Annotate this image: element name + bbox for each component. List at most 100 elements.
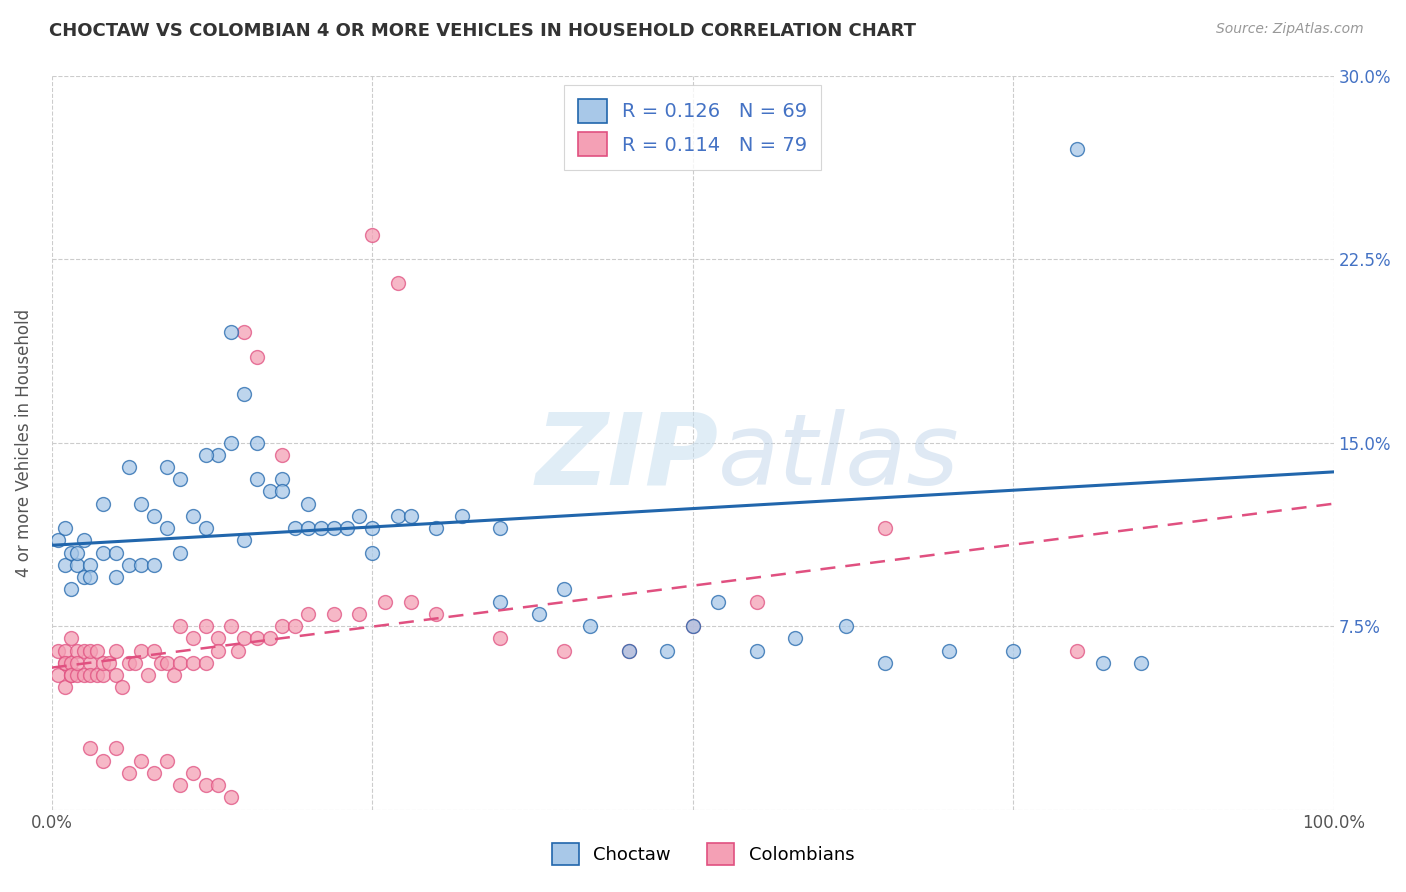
- Point: [136, 668, 159, 682]
- Point: [835, 619, 858, 633]
- Point: [309, 521, 332, 535]
- Point: [489, 632, 512, 646]
- Point: [73, 533, 96, 548]
- Point: [361, 546, 384, 560]
- Point: [169, 656, 191, 670]
- Point: [682, 619, 704, 633]
- Point: [143, 643, 166, 657]
- Point: [246, 472, 269, 486]
- Point: [219, 326, 242, 340]
- Point: [707, 594, 730, 608]
- Point: [124, 656, 146, 670]
- Point: [59, 668, 82, 682]
- Point: [553, 643, 575, 657]
- Point: [46, 533, 69, 548]
- Text: Source: ZipAtlas.com: Source: ZipAtlas.com: [1216, 22, 1364, 37]
- Point: [53, 643, 76, 657]
- Point: [118, 765, 141, 780]
- Point: [489, 521, 512, 535]
- Y-axis label: 4 or more Vehicles in Household: 4 or more Vehicles in Household: [15, 309, 32, 576]
- Point: [207, 448, 229, 462]
- Point: [207, 632, 229, 646]
- Point: [246, 350, 269, 364]
- Point: [59, 668, 82, 682]
- Point: [873, 656, 896, 670]
- Point: [194, 448, 217, 462]
- Text: CHOCTAW VS COLOMBIAN 4 OR MORE VEHICLES IN HOUSEHOLD CORRELATION CHART: CHOCTAW VS COLOMBIAN 4 OR MORE VEHICLES …: [49, 22, 917, 40]
- Point: [399, 508, 422, 523]
- Point: [387, 277, 409, 291]
- Point: [1091, 656, 1114, 670]
- Point: [104, 668, 127, 682]
- Point: [79, 656, 101, 670]
- Point: [91, 497, 114, 511]
- Point: [399, 594, 422, 608]
- Point: [361, 227, 384, 242]
- Point: [79, 558, 101, 572]
- Point: [1066, 142, 1088, 156]
- Point: [131, 558, 153, 572]
- Point: [425, 521, 447, 535]
- Point: [271, 484, 294, 499]
- Point: [118, 558, 141, 572]
- Point: [1130, 656, 1153, 670]
- Point: [246, 632, 269, 646]
- Point: [66, 546, 89, 560]
- Point: [181, 632, 204, 646]
- Point: [387, 508, 409, 523]
- Point: [104, 570, 127, 584]
- Point: [335, 521, 357, 535]
- Point: [73, 570, 96, 584]
- Point: [131, 497, 153, 511]
- Point: [79, 570, 101, 584]
- Point: [1066, 643, 1088, 657]
- Point: [745, 643, 768, 657]
- Point: [143, 558, 166, 572]
- Point: [79, 668, 101, 682]
- Point: [131, 754, 153, 768]
- Point: [169, 619, 191, 633]
- Point: [66, 668, 89, 682]
- Point: [66, 656, 89, 670]
- Point: [219, 619, 242, 633]
- Point: [233, 533, 256, 548]
- Point: [79, 741, 101, 756]
- Point: [53, 656, 76, 670]
- Point: [579, 619, 602, 633]
- Point: [207, 778, 229, 792]
- Point: [118, 656, 141, 670]
- Point: [91, 656, 114, 670]
- Point: [194, 521, 217, 535]
- Point: [59, 656, 82, 670]
- Point: [156, 521, 179, 535]
- Point: [207, 643, 229, 657]
- Point: [181, 508, 204, 523]
- Point: [46, 643, 69, 657]
- Point: [873, 521, 896, 535]
- Point: [246, 435, 269, 450]
- Point: [181, 656, 204, 670]
- Point: [59, 632, 82, 646]
- Point: [181, 765, 204, 780]
- Point: [271, 619, 294, 633]
- Point: [271, 448, 294, 462]
- Point: [98, 656, 121, 670]
- Point: [104, 643, 127, 657]
- Point: [53, 521, 76, 535]
- Point: [66, 558, 89, 572]
- Point: [194, 778, 217, 792]
- Point: [143, 508, 166, 523]
- Point: [527, 607, 550, 621]
- Point: [226, 643, 249, 657]
- Point: [66, 643, 89, 657]
- Point: [425, 607, 447, 621]
- Point: [194, 619, 217, 633]
- Point: [91, 546, 114, 560]
- Point: [322, 521, 344, 535]
- Point: [271, 472, 294, 486]
- Point: [284, 619, 307, 633]
- Point: [149, 656, 172, 670]
- Point: [785, 632, 807, 646]
- Point: [219, 790, 242, 805]
- Text: ZIP: ZIP: [536, 409, 718, 506]
